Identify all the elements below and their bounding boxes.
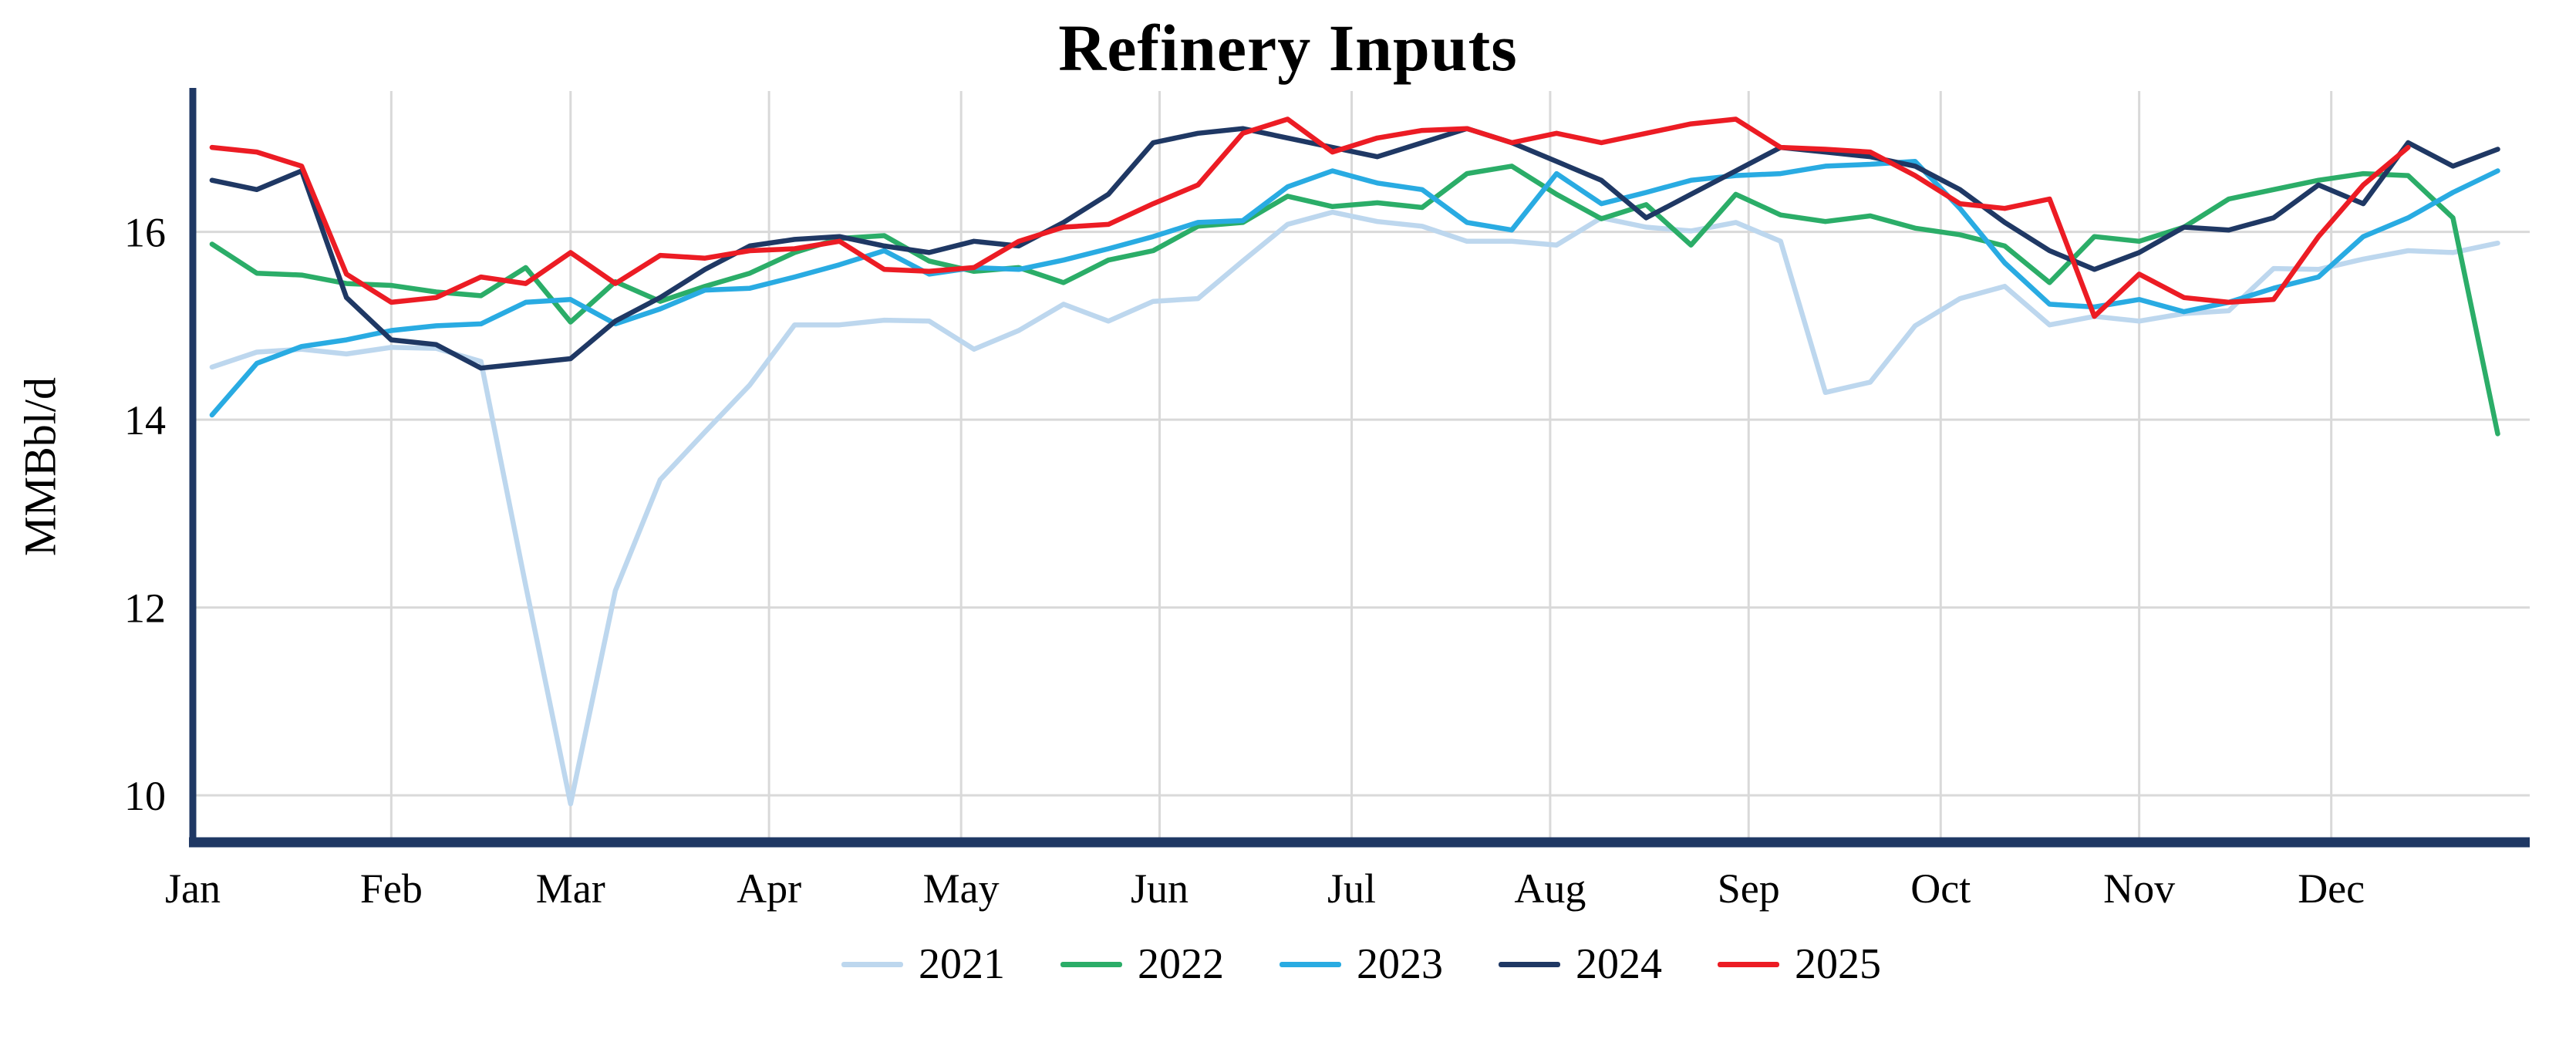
series-line-2021 xyxy=(209,209,2500,807)
legend-item-2025: 2025 xyxy=(1718,939,1881,989)
legend-item-2024: 2024 xyxy=(1499,939,1662,989)
legend-item-2023: 2023 xyxy=(1280,939,1443,989)
legend-label-2021: 2021 xyxy=(919,940,1005,988)
series-line-2025 xyxy=(209,116,2411,319)
y-tick-label: 12 xyxy=(124,585,166,632)
chart-title: Refinery Inputs xyxy=(1058,11,1518,85)
legend-item-2022: 2022 xyxy=(1060,939,1224,989)
x-tick-label: Aug xyxy=(1514,865,1586,912)
legend-label-2022: 2022 xyxy=(1138,940,1224,988)
x-tick-label: Oct xyxy=(1910,865,1971,912)
legend-swatch-2025 xyxy=(1718,961,1779,967)
x-tick-label: Feb xyxy=(360,865,423,912)
x-tick-label: May xyxy=(923,865,1000,912)
legend-label-2025: 2025 xyxy=(1795,940,1881,988)
x-tick-label: Jan xyxy=(165,865,221,912)
y-tick-label: 14 xyxy=(124,397,166,444)
legend: 2021 2022 2023 2024 2025 xyxy=(193,939,2530,989)
x-tick-label: Apr xyxy=(737,865,801,912)
legend-swatch-2021 xyxy=(841,961,903,967)
x-tick-label: Sep xyxy=(1718,865,1780,912)
legend-swatch-2022 xyxy=(1060,961,1122,967)
legend-item-2021: 2021 xyxy=(841,939,1005,989)
y-tick-label: 10 xyxy=(124,773,166,819)
x-tick-label: Nov xyxy=(2103,865,2175,912)
series-line-2022 xyxy=(209,164,2500,437)
series-line-2024 xyxy=(209,126,2500,371)
series-line-2023 xyxy=(209,159,2500,418)
legend-swatch-2024 xyxy=(1499,961,1560,967)
legend-label-2023: 2023 xyxy=(1357,940,1443,988)
x-tick-label: Jun xyxy=(1131,865,1189,912)
x-tick-label: Jul xyxy=(1327,865,1376,912)
x-tick-label: Mar xyxy=(536,865,605,912)
y-tick-label: 16 xyxy=(124,210,166,256)
x-tick-label: Dec xyxy=(2298,865,2365,912)
legend-swatch-2023 xyxy=(1280,961,1341,967)
legend-label-2024: 2024 xyxy=(1576,940,1662,988)
